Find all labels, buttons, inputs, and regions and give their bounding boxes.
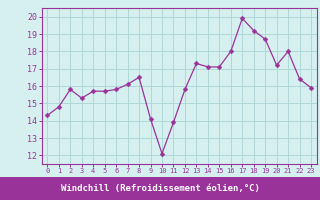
Text: Windchill (Refroidissement éolien,°C): Windchill (Refroidissement éolien,°C) — [60, 184, 260, 193]
